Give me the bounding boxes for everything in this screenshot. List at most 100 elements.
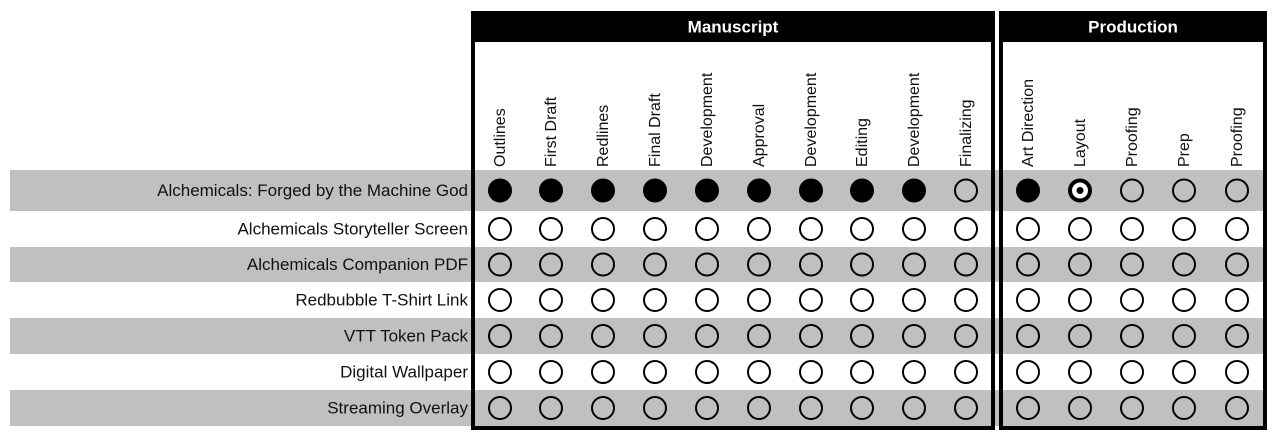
status-empty xyxy=(539,360,563,384)
status-empty xyxy=(591,360,615,384)
row-label: Alchemicals Storyteller Screen xyxy=(237,219,468,238)
status-empty xyxy=(488,396,512,420)
status-empty xyxy=(695,217,719,241)
status-empty xyxy=(850,288,874,312)
group-border xyxy=(999,11,1267,430)
column-header: Layout xyxy=(1072,118,1089,167)
status-empty xyxy=(954,252,978,277)
status-empty xyxy=(850,360,874,384)
status-empty xyxy=(1172,324,1196,348)
status-empty xyxy=(954,178,978,203)
column-header: First Draft xyxy=(543,96,560,167)
status-empty xyxy=(643,217,667,241)
status-empty xyxy=(695,396,719,420)
status-empty xyxy=(1120,396,1144,420)
status-empty xyxy=(799,217,823,241)
status-empty xyxy=(488,252,512,277)
column-header: Redlines xyxy=(595,105,612,167)
column-header: Development xyxy=(699,72,716,167)
row-label: Redbubble T-Shirt Link xyxy=(295,290,468,309)
status-empty xyxy=(591,324,615,348)
status-empty xyxy=(747,360,771,384)
status-empty xyxy=(850,252,874,277)
status-full xyxy=(902,178,926,203)
status-empty xyxy=(747,396,771,420)
status-empty xyxy=(1068,252,1092,277)
status-full xyxy=(747,178,771,203)
status-empty xyxy=(1172,396,1196,420)
status-empty xyxy=(954,360,978,384)
row-label: Alchemicals: Forged by the Machine God xyxy=(157,181,468,200)
status-empty xyxy=(591,288,615,312)
group-header xyxy=(1001,13,1265,42)
status-empty xyxy=(1068,396,1092,420)
status-empty xyxy=(488,288,512,312)
status-empty xyxy=(747,217,771,241)
row-label: Streaming Overlay xyxy=(327,398,468,417)
status-empty xyxy=(1225,396,1249,420)
status-empty xyxy=(695,324,719,348)
row-label: Digital Wallpaper xyxy=(340,362,468,381)
status-full xyxy=(1016,178,1040,203)
status-empty xyxy=(1225,288,1249,312)
status-partial-dot xyxy=(1076,187,1084,194)
status-empty xyxy=(954,324,978,348)
status-empty xyxy=(695,360,719,384)
column-header: Development xyxy=(906,72,923,167)
status-full xyxy=(539,178,563,203)
row-band xyxy=(10,170,1265,211)
status-empty xyxy=(539,396,563,420)
column-header: Proofing xyxy=(1229,107,1246,167)
status-empty xyxy=(539,288,563,312)
status-full xyxy=(488,178,512,203)
status-empty xyxy=(954,217,978,241)
group-title: Production xyxy=(1088,17,1178,36)
status-empty xyxy=(902,217,926,241)
status-empty xyxy=(1120,360,1144,384)
row-band xyxy=(10,318,1265,354)
status-empty xyxy=(1225,178,1249,203)
status-empty xyxy=(591,252,615,277)
status-empty xyxy=(954,396,978,420)
status-empty xyxy=(1016,396,1040,420)
status-empty xyxy=(643,288,667,312)
status-empty xyxy=(1120,217,1144,241)
status-empty xyxy=(799,360,823,384)
status-empty xyxy=(1120,324,1144,348)
status-empty xyxy=(1172,252,1196,277)
status-empty xyxy=(539,324,563,348)
status-empty xyxy=(1172,217,1196,241)
status-empty xyxy=(539,217,563,241)
status-empty xyxy=(1225,217,1249,241)
group-border xyxy=(471,11,995,430)
column-header: Art Direction xyxy=(1020,79,1037,167)
status-empty xyxy=(902,360,926,384)
status-empty xyxy=(902,252,926,277)
group-title: Manuscript xyxy=(688,17,779,36)
column-header: Proofing xyxy=(1124,107,1141,167)
status-empty xyxy=(591,217,615,241)
group-header xyxy=(473,13,993,42)
status-empty xyxy=(954,288,978,312)
status-empty xyxy=(1172,288,1196,312)
status-empty xyxy=(1016,217,1040,241)
status-empty xyxy=(1068,217,1092,241)
status-empty xyxy=(1120,178,1144,203)
column-header: Editing xyxy=(854,118,871,167)
status-full xyxy=(799,178,823,203)
status-empty xyxy=(1068,324,1092,348)
status-empty xyxy=(1016,288,1040,312)
status-empty xyxy=(643,360,667,384)
status-empty xyxy=(1068,360,1092,384)
status-empty xyxy=(1016,252,1040,277)
row-label: VTT Token Pack xyxy=(344,326,469,345)
status-empty xyxy=(1016,360,1040,384)
status-empty xyxy=(1016,324,1040,348)
status-empty xyxy=(747,252,771,277)
status-empty xyxy=(488,324,512,348)
status-full xyxy=(643,178,667,203)
status-empty xyxy=(1225,360,1249,384)
status-empty xyxy=(488,217,512,241)
status-empty xyxy=(902,396,926,420)
